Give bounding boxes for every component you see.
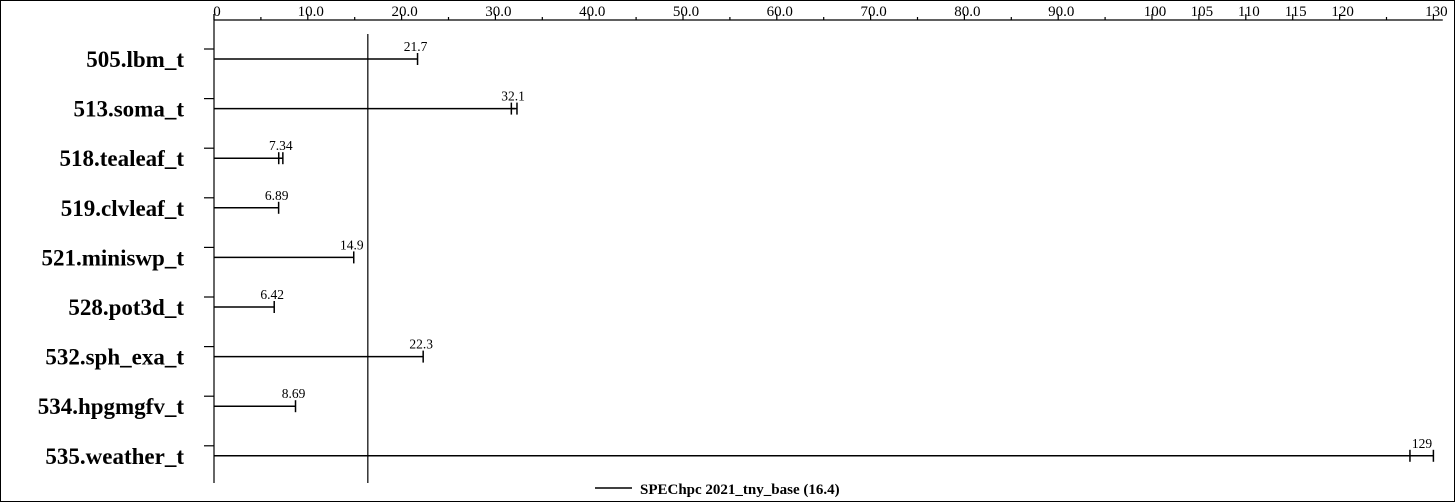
bar-row-8: 129 <box>204 436 1435 462</box>
x-tick-label-9: 90.0 <box>1048 4 1074 20</box>
category-label-4: 521.miniswp_t <box>42 245 185 270</box>
bar-row-7: 8.69 <box>204 386 306 413</box>
value-label-8: 129 <box>1412 436 1433 451</box>
value-label-3: 6.89 <box>265 188 289 203</box>
value-label-5: 6.42 <box>260 287 284 302</box>
category-label-5: 528.pot3d_t <box>68 295 184 320</box>
value-label-6: 22.3 <box>409 337 433 352</box>
bars: 21.7 32.1 7.34 6.89 14.9 6.42 22.3 8.69 129 <box>204 39 1435 462</box>
x-tick-label-12: 110 <box>1238 4 1260 20</box>
category-label-6: 532.sph_exa_t <box>45 345 184 370</box>
x-tick-label-2: 20.0 <box>391 4 417 20</box>
category-label-1: 513.soma_t <box>73 97 184 122</box>
legend: SPEChpc 2021_tny_base (16.4) <box>595 482 840 498</box>
bar-row-1: 32.1 <box>204 89 525 115</box>
x-tick-label-13: 115 <box>1285 4 1307 20</box>
category-labels: 505.lbm_t 513.soma_t 518.tealeaf_t 519.clvl… <box>38 47 185 469</box>
bar-row-2: 7.34 <box>204 138 293 165</box>
value-label-0: 21.7 <box>404 39 428 54</box>
x-tick-label-15: 130 <box>1425 4 1448 20</box>
x-tick-label-0: 0 <box>213 4 221 20</box>
bar-row-5: 6.42 <box>204 287 284 313</box>
x-tick-label-10: 100 <box>1144 4 1167 20</box>
legend-label: SPEChpc 2021_tny_base (16.4) <box>640 482 840 498</box>
value-label-7: 8.69 <box>282 386 306 401</box>
x-tick-label-3: 30.0 <box>485 4 511 20</box>
value-label-4: 14.9 <box>340 237 364 252</box>
x-tick-label-14: 120 <box>1331 4 1354 20</box>
bar-row-0: 21.7 <box>204 39 428 65</box>
category-label-7: 534.hpgmgfv_t <box>38 394 185 419</box>
x-axis: 0 10.0 20.0 30.0 40.0 50.0 60.0 70.0 80.0 90.0 100… <box>213 4 1448 483</box>
category-label-2: 518.tealeaf_t <box>59 146 184 171</box>
x-tick-label-6: 60.0 <box>767 4 793 20</box>
category-label-3: 519.clvleaf_t <box>61 196 185 221</box>
category-label-0: 505.lbm_t <box>86 47 184 72</box>
value-label-2: 7.34 <box>269 138 293 153</box>
bar-row-6: 22.3 <box>204 337 433 363</box>
x-tick-label-5: 50.0 <box>673 4 699 20</box>
bar-row-3: 6.89 <box>204 188 289 214</box>
x-tick-label-1: 10.0 <box>298 4 324 20</box>
x-tick-label-4: 40.0 <box>579 4 605 20</box>
bar-row-4: 14.9 <box>204 237 364 264</box>
value-label-1: 32.1 <box>501 89 525 104</box>
x-tick-label-11: 105 <box>1191 4 1214 20</box>
x-tick-label-8: 80.0 <box>954 4 980 20</box>
x-tick-label-7: 70.0 <box>860 4 886 20</box>
category-label-8: 535.weather_t <box>45 444 184 469</box>
